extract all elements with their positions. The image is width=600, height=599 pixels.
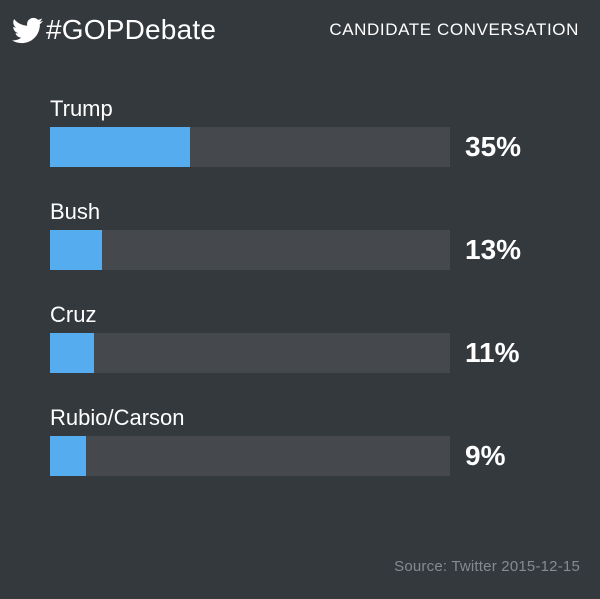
candidate-label: Rubio/Carson (50, 405, 185, 430)
bar-fill (50, 333, 94, 373)
bar-chart: Trump 35% Bush 13% Cruz (50, 96, 580, 508)
hashtag-title: #GOPDebate (46, 14, 217, 45)
brand-header: #GOPDebate (12, 13, 216, 47)
bar-row-trump: Trump 35% (50, 96, 580, 167)
chart-title: CANDIDATE CONVERSATION (329, 20, 579, 39)
bar-row-cruz: Cruz 11% (50, 302, 580, 373)
bar-track (50, 127, 450, 167)
bar-track (50, 436, 450, 476)
bar-row-bush: Bush 13% (50, 199, 580, 270)
candidate-label: Bush (50, 199, 101, 224)
bar-fill (50, 230, 102, 270)
candidate-label: Cruz (50, 302, 97, 327)
bar-track (50, 333, 450, 373)
bar-fill (50, 127, 190, 167)
bar-value: 9% (465, 440, 506, 471)
bar-fill (50, 436, 86, 476)
bar-track (50, 230, 450, 270)
twitter-bird-icon (12, 15, 43, 46)
source-attribution: Source: Twitter 2015-12-15 (394, 558, 580, 575)
bar-value: 13% (465, 234, 522, 265)
bar-row-rubio-carson: Rubio/Carson 9% (50, 405, 580, 476)
bar-value: 35% (465, 131, 522, 162)
candidate-label: Trump (50, 96, 113, 121)
bar-value: 11% (465, 337, 520, 368)
